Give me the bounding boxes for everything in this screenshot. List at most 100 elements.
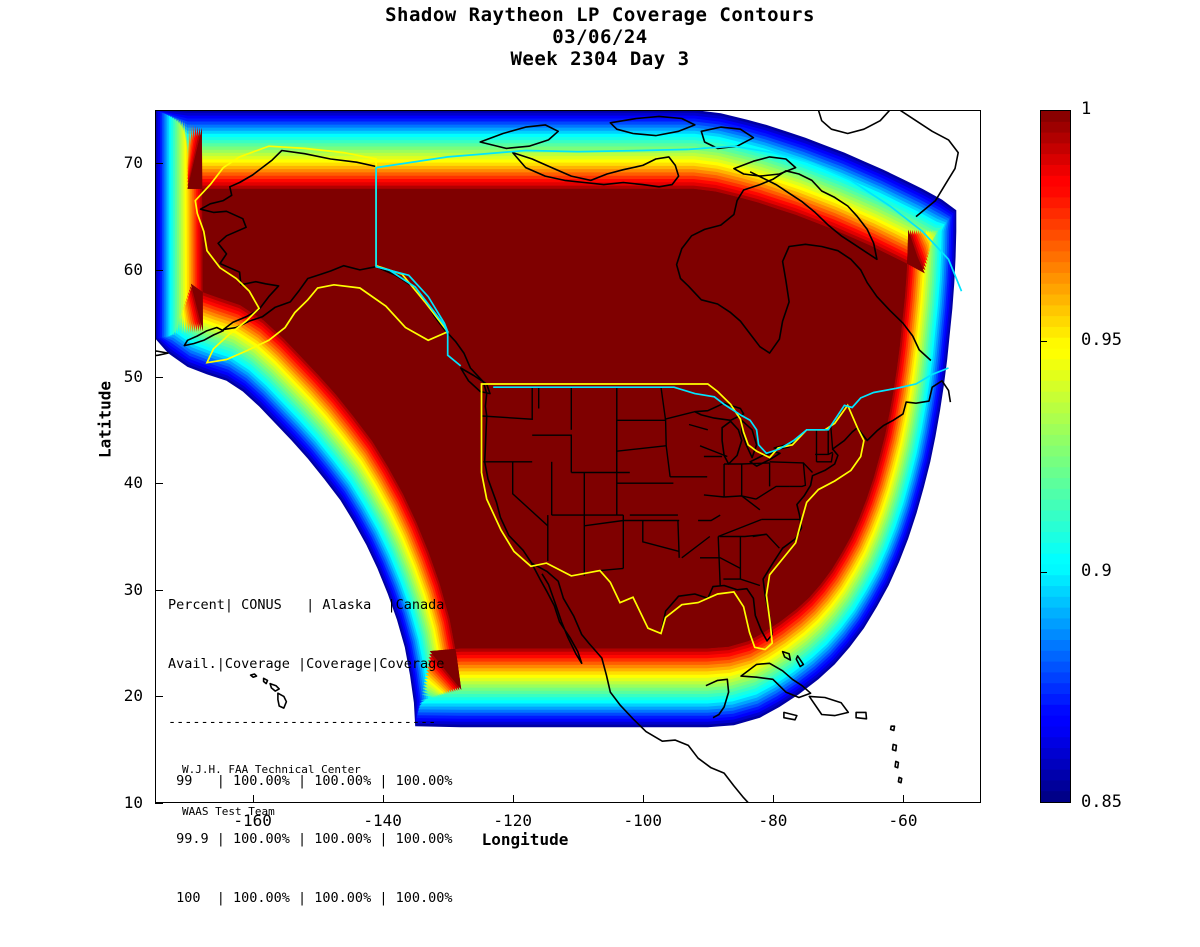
y-axis-tick bbox=[155, 483, 163, 485]
alaska-boundary-path bbox=[194, 145, 450, 364]
coverage-field bbox=[155, 110, 957, 728]
y-axis-tick bbox=[155, 696, 163, 698]
stats-row-100: 100 | 100.00% | 100.00% | 100.00% bbox=[168, 889, 453, 906]
coastline-path bbox=[479, 124, 559, 150]
coverage-contour-figure: Shadow Raytheon LP Coverage Contours 03/… bbox=[0, 4, 1200, 906]
state-border-path bbox=[703, 494, 725, 498]
coastline-path bbox=[795, 655, 805, 668]
state-border-path bbox=[664, 411, 695, 420]
colorbar-tick bbox=[1040, 341, 1047, 342]
coastline-path bbox=[277, 692, 288, 709]
colorbar-tick bbox=[1040, 572, 1047, 573]
x-axis-tick bbox=[642, 795, 644, 803]
coastline-path bbox=[700, 126, 755, 150]
stats-header-line-1: Percent| CONUS | Alaska |Canada bbox=[168, 597, 445, 613]
colorbar-label: 0.85 bbox=[1081, 792, 1122, 812]
state-border-path bbox=[717, 536, 721, 586]
coastline-path bbox=[660, 380, 952, 642]
organization-credit: W.J.H. FAA Technical Center WAAS Test Te… bbox=[182, 735, 361, 847]
x-axis-tick-label: -80 bbox=[758, 811, 788, 830]
conus-region-boundary bbox=[480, 383, 865, 651]
state-border-path bbox=[660, 387, 671, 477]
x-axis-tick-label: -120 bbox=[493, 811, 532, 830]
canada-boundary-path bbox=[688, 145, 963, 292]
state-border-path bbox=[681, 535, 711, 559]
state-border-path bbox=[532, 434, 572, 473]
x-axis-tick-label: -160 bbox=[233, 811, 272, 830]
figure-title: Shadow Raytheon LP Coverage Contours 03/… bbox=[0, 4, 1200, 70]
coastline-path bbox=[675, 170, 932, 362]
stats-row-99: 99 | 100.00% | 100.00% | 100.00% bbox=[168, 772, 453, 789]
state-border-path bbox=[789, 462, 807, 488]
state-border-path bbox=[599, 567, 624, 572]
state-border-path bbox=[616, 445, 666, 452]
title-line-2: 03/06/24 bbox=[552, 26, 648, 48]
state-border-path bbox=[584, 519, 624, 527]
coastline-path bbox=[262, 677, 269, 685]
x-axis-tick bbox=[382, 795, 384, 803]
y-axis-tick-label: 10 bbox=[123, 793, 143, 812]
colorbar-label: 0.95 bbox=[1081, 330, 1122, 350]
x-axis-tick bbox=[252, 795, 254, 803]
alaska-region-boundary bbox=[194, 145, 450, 364]
colorbar-label: 0.9 bbox=[1081, 561, 1112, 581]
stats-row-999: 99.9 | 100.00% | 100.00% | 100.00% bbox=[168, 831, 453, 847]
coastline-path bbox=[897, 776, 903, 784]
x-axis-tick bbox=[772, 795, 774, 803]
state-border-path bbox=[816, 453, 834, 463]
canada-boundary-path bbox=[375, 265, 449, 335]
state-border-path bbox=[512, 461, 549, 527]
map-plot-area bbox=[155, 110, 981, 803]
coastline-path bbox=[783, 711, 798, 721]
coastline-path bbox=[740, 662, 812, 699]
y-axis-tick-label: 60 bbox=[123, 259, 143, 279]
y-axis-tick-label: 50 bbox=[123, 366, 143, 386]
state-border-path bbox=[741, 495, 757, 500]
coastline-path bbox=[781, 650, 792, 661]
state-border-path bbox=[482, 387, 533, 420]
coastline-path bbox=[817, 110, 891, 135]
coverage-map-svg bbox=[155, 110, 981, 803]
canada-boundary-path bbox=[375, 148, 689, 169]
coastline-path bbox=[199, 149, 377, 331]
coastline-path bbox=[733, 156, 797, 177]
credit-line-1: W.J.H. FAA Technical Center bbox=[182, 763, 361, 776]
y-axis-tick-label: 70 bbox=[123, 153, 143, 173]
y-axis-tick bbox=[155, 269, 163, 271]
coastline-path bbox=[375, 265, 750, 803]
coastline-path bbox=[511, 151, 680, 188]
coastline-path bbox=[740, 419, 758, 459]
coastline-path bbox=[609, 115, 696, 137]
colorbar-gradient bbox=[1041, 111, 1070, 802]
y-axis-title: Latitude bbox=[95, 380, 115, 459]
y-axis-tick-label: 40 bbox=[123, 473, 143, 493]
coastline-path bbox=[855, 711, 868, 720]
coastline-path bbox=[749, 451, 781, 467]
coastline-path bbox=[183, 326, 225, 347]
state-border-path bbox=[830, 426, 834, 451]
state-border-path bbox=[698, 514, 721, 522]
y-axis-tick-label: 30 bbox=[123, 579, 143, 599]
state-border-path bbox=[688, 423, 708, 431]
y-axis-tick-label: 20 bbox=[123, 686, 143, 706]
coastline-layer bbox=[155, 110, 959, 803]
state-border-path bbox=[677, 520, 680, 558]
canada-region-boundary bbox=[375, 145, 963, 455]
state-borders-layer bbox=[482, 387, 837, 587]
credit-line-2: WAAS Test Team bbox=[182, 805, 275, 818]
coastline-path bbox=[894, 760, 900, 769]
stats-header-line-2: Avail.|Coverage |Coverage|Coverage bbox=[168, 655, 445, 672]
x-axis-tick-label: -100 bbox=[623, 811, 663, 830]
coastline-path bbox=[721, 420, 743, 465]
stats-separator: --------------------------------- bbox=[168, 714, 437, 730]
x-axis-tick bbox=[903, 795, 904, 803]
x-axis-tick-label: -60 bbox=[888, 811, 918, 830]
state-border-path bbox=[723, 578, 761, 587]
y-axis-tick bbox=[155, 376, 163, 378]
coastline-path bbox=[249, 673, 258, 678]
coastline-path bbox=[899, 110, 959, 218]
coverage-stats-table: Percent| CONUS | Alaska |Canada Avail.|C… bbox=[168, 557, 452, 947]
coastline-path bbox=[891, 743, 898, 752]
y-axis-tick bbox=[155, 163, 163, 165]
coastline-path bbox=[694, 402, 745, 422]
